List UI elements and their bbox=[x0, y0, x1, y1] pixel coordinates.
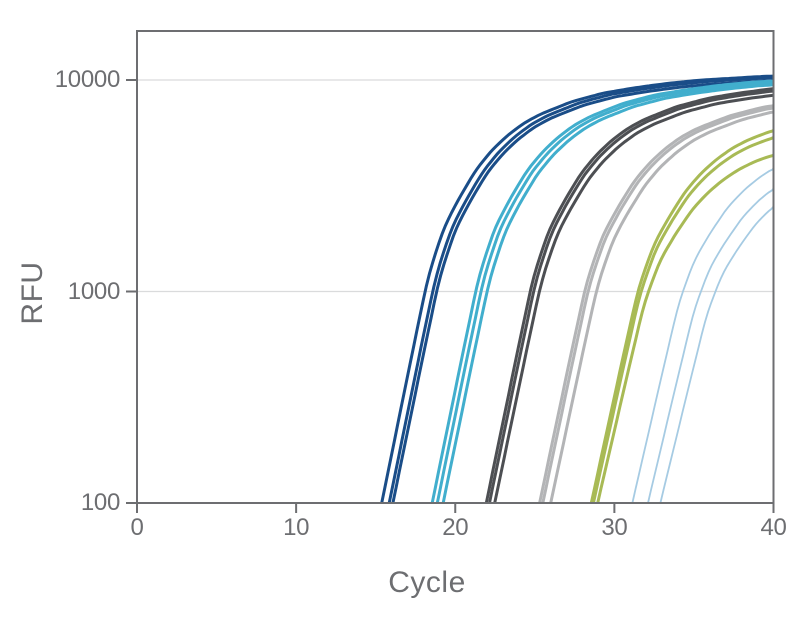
x-tick-label-10: 10 bbox=[283, 514, 310, 541]
x-tick-label-20: 20 bbox=[442, 514, 469, 541]
curve-navy-blue-3 bbox=[391, 78, 774, 504]
curve-olive-green-2 bbox=[591, 136, 774, 504]
curve-olive-green-1 bbox=[589, 129, 774, 504]
curve-dark-gray-2 bbox=[488, 89, 774, 504]
curve-navy-blue-1 bbox=[380, 74, 774, 504]
plot-frame bbox=[136, 30, 775, 504]
x-axis-title: Cycle bbox=[388, 566, 466, 599]
curve-cyan-1 bbox=[430, 79, 774, 504]
curve-navy-blue-2 bbox=[387, 76, 774, 504]
curve-light-gray-1 bbox=[538, 104, 774, 504]
curve-pale-blue-1 bbox=[631, 167, 774, 504]
curve-group-dark-gray bbox=[484, 87, 774, 504]
curve-dark-gray-3 bbox=[493, 93, 774, 504]
amplification-curves bbox=[380, 74, 774, 504]
curve-group-olive-green bbox=[589, 129, 774, 504]
x-tick-label-40: 40 bbox=[760, 514, 787, 541]
curve-pale-blue-3 bbox=[659, 205, 774, 504]
curve-light-gray-2 bbox=[541, 106, 774, 504]
y-tick-label-100: 100 bbox=[80, 489, 120, 516]
curve-dark-gray-1 bbox=[484, 87, 774, 504]
x-tick-label-0: 0 bbox=[130, 514, 144, 541]
curve-light-gray-3 bbox=[549, 110, 774, 504]
curve-cyan-2 bbox=[435, 81, 774, 504]
curve-olive-green-3 bbox=[596, 153, 774, 504]
curve-group-cyan bbox=[430, 79, 774, 504]
curve-group-light-gray bbox=[538, 104, 774, 504]
y-axis-title: RFU bbox=[16, 261, 49, 325]
curve-cyan-3 bbox=[441, 83, 774, 504]
x-tick-label-30: 30 bbox=[601, 514, 628, 541]
curve-group-navy-blue bbox=[380, 74, 774, 504]
curve-group-pale-blue bbox=[631, 167, 774, 504]
curve-pale-blue-2 bbox=[647, 187, 774, 504]
y-tick-label-1000: 1000 bbox=[67, 277, 121, 305]
y-tick-label-10000: 10000 bbox=[54, 66, 121, 93]
